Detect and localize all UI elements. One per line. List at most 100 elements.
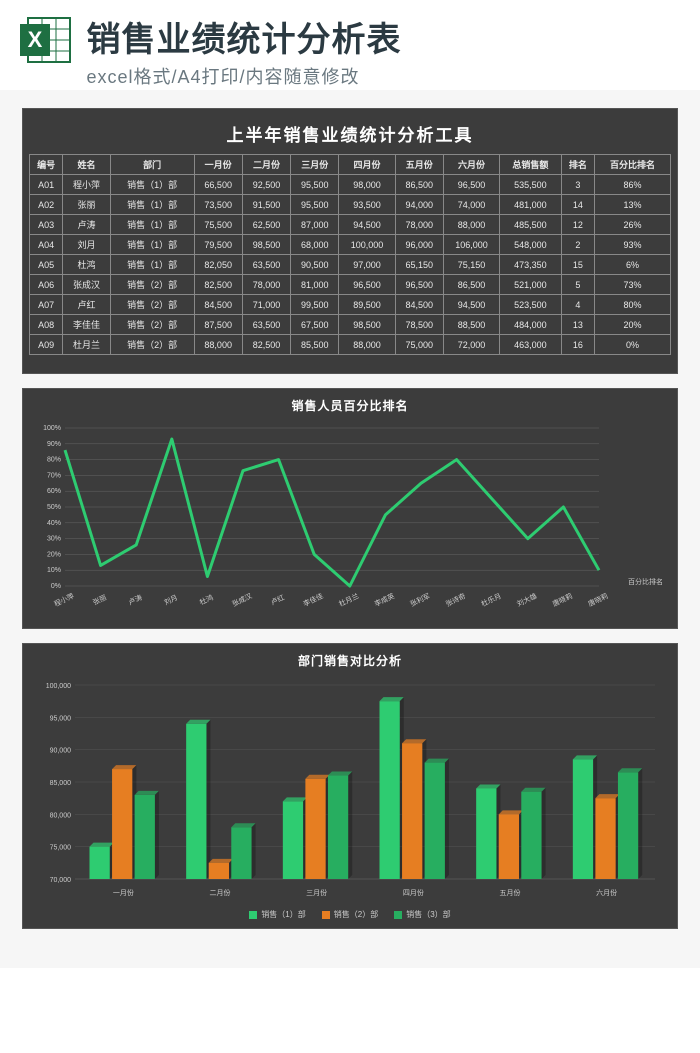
cell: 71,000 — [242, 295, 290, 315]
cell: 73,500 — [194, 195, 242, 215]
cell: 67,500 — [291, 315, 339, 335]
cell: 杜鸿 — [63, 255, 110, 275]
cell: 95,500 — [291, 175, 339, 195]
cell: 93,500 — [339, 195, 395, 215]
sales-table: 编号姓名部门一月份二月份三月份四月份五月份六月份总销售额排名百分比排名 A01程… — [29, 154, 671, 355]
svg-text:张诗奇: 张诗奇 — [444, 591, 467, 608]
cell: 79,500 — [194, 235, 242, 255]
column-header: 三月份 — [291, 155, 339, 175]
column-header: 编号 — [30, 155, 63, 175]
column-header: 四月份 — [339, 155, 395, 175]
cell: 88,000 — [443, 215, 499, 235]
svg-text:五月份: 五月份 — [500, 888, 521, 897]
cell: 85,500 — [291, 335, 339, 355]
table-row: A06张成汉销售（2）部82,50078,00081,00096,50096,5… — [30, 275, 671, 295]
cell: 106,000 — [443, 235, 499, 255]
svg-text:80,000: 80,000 — [50, 812, 72, 819]
svg-text:100,000: 100,000 — [46, 683, 71, 690]
cell: 78,500 — [395, 315, 443, 335]
svg-text:一月份: 一月份 — [113, 888, 134, 897]
svg-text:杜乐月: 杜乐月 — [480, 591, 503, 608]
cell: 销售（1）部 — [110, 215, 194, 235]
bar-chart-panel: 部门销售对比分析 70,00075,00080,00085,00090,0009… — [22, 643, 678, 929]
table-row: A07卢红销售（2）部84,50071,00099,50089,50084,50… — [30, 295, 671, 315]
excel-icon: X — [18, 12, 74, 68]
cell: 3 — [561, 175, 594, 195]
svg-text:百分比排名: 百分比排名 — [628, 577, 663, 586]
page-title: 销售业绩统计分析表 — [86, 12, 401, 61]
svg-text:二月份: 二月份 — [210, 888, 231, 897]
table-row: A01程小萍销售（1）部66,50092,50095,50098,00086,5… — [30, 175, 671, 195]
cell: A04 — [30, 235, 63, 255]
table-row: A03卢涛销售（1）部75,50062,50087,00094,50078,00… — [30, 215, 671, 235]
cell: 82,500 — [242, 335, 290, 355]
cell: 96,500 — [395, 275, 443, 295]
svg-text:四月份: 四月份 — [403, 888, 424, 897]
cell: 卢红 — [63, 295, 110, 315]
cell: 84,500 — [194, 295, 242, 315]
column-header: 六月份 — [443, 155, 499, 175]
table-row: A05杜鸿销售（1）部82,05063,50090,50097,00065,15… — [30, 255, 671, 275]
svg-text:唐晓莉: 唐晓莉 — [587, 591, 610, 608]
cell: A07 — [30, 295, 63, 315]
cell: 75,500 — [194, 215, 242, 235]
cell: 82,050 — [194, 255, 242, 275]
cell: 548,000 — [500, 235, 562, 255]
cell: 86,500 — [443, 275, 499, 295]
cell: 13% — [595, 195, 671, 215]
cell: 0% — [595, 335, 671, 355]
cell: 97,000 — [339, 255, 395, 275]
svg-text:10%: 10% — [47, 567, 61, 574]
cell: A09 — [30, 335, 63, 355]
cell: 65,150 — [395, 255, 443, 275]
svg-text:唐晓莉: 唐晓莉 — [551, 591, 574, 608]
cell: 96,000 — [395, 235, 443, 255]
cell: 82,500 — [194, 275, 242, 295]
cell: 88,500 — [443, 315, 499, 335]
cell: 485,500 — [500, 215, 562, 235]
cell: 75,150 — [443, 255, 499, 275]
cell: 88,000 — [339, 335, 395, 355]
svg-text:卢涛: 卢涛 — [127, 593, 143, 607]
svg-text:70,000: 70,000 — [50, 877, 72, 884]
cell: 72,000 — [443, 335, 499, 355]
cell: 94,000 — [395, 195, 443, 215]
svg-text:95,000: 95,000 — [50, 715, 72, 722]
cell: 销售（2）部 — [110, 275, 194, 295]
cell: 84,500 — [395, 295, 443, 315]
cell: 2 — [561, 235, 594, 255]
cell: 张丽 — [63, 195, 110, 215]
table-title: 上半年销售业绩统计分析工具 — [29, 115, 671, 154]
cell: 63,500 — [242, 255, 290, 275]
cell: 销售（2）部 — [110, 315, 194, 335]
cell: 66,500 — [194, 175, 242, 195]
table-panel: 上半年销售业绩统计分析工具 编号姓名部门一月份二月份三月份四月份五月份六月份总销… — [22, 108, 678, 374]
svg-text:李成英: 李成英 — [373, 591, 396, 608]
cell: 94,500 — [443, 295, 499, 315]
cell: 6% — [595, 255, 671, 275]
cell: 销售（1）部 — [110, 175, 194, 195]
svg-text:三月份: 三月份 — [306, 888, 327, 897]
svg-text:张成汉: 张成汉 — [231, 591, 254, 608]
cell: 93% — [595, 235, 671, 255]
cell: 销售（2）部 — [110, 295, 194, 315]
svg-text:六月份: 六月份 — [596, 888, 617, 897]
bar-chart-title: 部门销售对比分析 — [29, 648, 671, 675]
cell: 90,500 — [291, 255, 339, 275]
cell: 481,000 — [500, 195, 562, 215]
cell: 87,500 — [194, 315, 242, 335]
cell: 李佳佳 — [63, 315, 110, 335]
cell: 88,000 — [194, 335, 242, 355]
cell: 484,000 — [500, 315, 562, 335]
cell: 89,500 — [339, 295, 395, 315]
cell: 535,500 — [500, 175, 562, 195]
cell: 张成汉 — [63, 275, 110, 295]
cell: 78,000 — [395, 215, 443, 235]
cell: 程小萍 — [63, 175, 110, 195]
legend-label: 销售（2）部 — [334, 909, 378, 920]
svg-text:90,000: 90,000 — [50, 748, 72, 755]
cell: 刘月 — [63, 235, 110, 255]
svg-text:75,000: 75,000 — [50, 845, 72, 852]
cell: 521,000 — [500, 275, 562, 295]
legend-swatch — [394, 911, 402, 919]
